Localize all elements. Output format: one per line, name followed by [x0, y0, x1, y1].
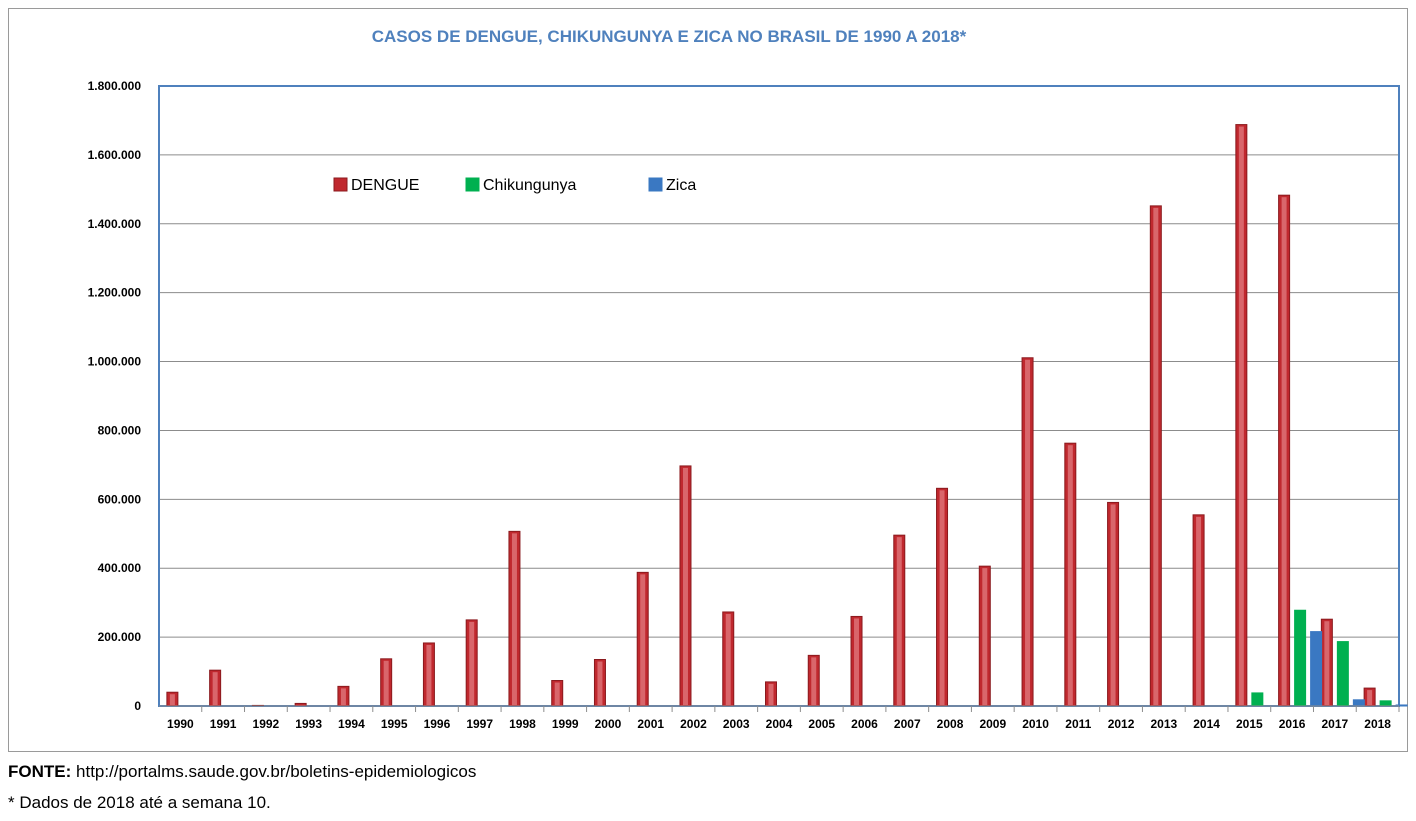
- x-tick-label: 2012: [1108, 717, 1135, 731]
- bar-highlight: [1238, 126, 1244, 706]
- bar-highlight: [1153, 207, 1159, 705]
- x-tick-label: 2014: [1193, 717, 1220, 731]
- x-tick-label: 1994: [338, 717, 365, 731]
- bar-highlight: [212, 672, 218, 705]
- bar-highlight: [383, 660, 389, 705]
- bar-highlight: [939, 490, 945, 705]
- x-tick-label: 2013: [1150, 717, 1177, 731]
- x-tick-label: 1998: [509, 717, 536, 731]
- legend-swatch-chikungunya: [465, 177, 480, 192]
- x-tick-label: 2000: [595, 717, 622, 731]
- x-tick-label: 2009: [979, 717, 1006, 731]
- x-tick-label: 1995: [381, 717, 408, 731]
- x-tick-label: 2015: [1236, 717, 1263, 731]
- legend-label-dengue: DENGUE: [351, 177, 419, 194]
- x-tick-label: 2003: [723, 717, 750, 731]
- x-tick-label: 1993: [295, 717, 322, 731]
- y-tick-label: 1.800.000: [88, 79, 142, 93]
- bar-zica: [1310, 631, 1323, 707]
- bar-highlight: [340, 688, 346, 705]
- x-tick-label: 2001: [637, 717, 664, 731]
- bar-highlight: [1281, 197, 1287, 705]
- bar-highlight: [811, 657, 817, 705]
- x-tick-label: 1996: [424, 717, 451, 731]
- x-tick-label: 2005: [808, 717, 835, 731]
- bar-chikungunya: [1294, 609, 1307, 707]
- legend-swatch-dengue: [333, 177, 348, 192]
- legend-label-zica: Zica: [666, 177, 696, 194]
- y-tick-label: 1.400.000: [88, 217, 142, 231]
- bar-highlight: [469, 621, 475, 705]
- x-tick-label: 2002: [680, 717, 707, 731]
- x-tick-label: 1997: [466, 717, 493, 731]
- bar-highlight: [768, 683, 774, 705]
- bar-highlight: [1025, 359, 1031, 705]
- source-url: http://portalms.saude.gov.br/boletins-ep…: [76, 762, 477, 781]
- bar-highlight: [1367, 690, 1373, 705]
- x-tick-label: 1992: [253, 717, 280, 731]
- bar-highlight: [169, 694, 175, 705]
- chart-svg: CASOS DE DENGUE, CHIKUNGUNYA E ZICA NO B…: [88, 27, 1408, 731]
- source-line: FONTE: http://portalms.saude.gov.br/bole…: [8, 762, 476, 782]
- bar-highlight: [854, 618, 860, 705]
- y-tick-label: 1.000.000: [88, 355, 142, 369]
- bar-highlight: [554, 682, 560, 705]
- bar-highlight: [725, 613, 731, 705]
- bar-chikungunya: [1251, 692, 1264, 707]
- bar-highlight: [896, 537, 902, 705]
- x-tick-label: 2017: [1322, 717, 1349, 731]
- bar-chikungunya: [1379, 700, 1392, 707]
- y-tick-label: 0: [134, 699, 141, 713]
- x-tick-label: 2018: [1364, 717, 1391, 731]
- bar-highlight: [1067, 445, 1073, 705]
- bar-highlight: [682, 467, 688, 705]
- bar-zica: [1395, 704, 1408, 707]
- chart-frame: CASOS DE DENGUE, CHIKUNGUNYA E ZICA NO B…: [8, 8, 1408, 752]
- chart-title: CASOS DE DENGUE, CHIKUNGUNYA E ZICA NO B…: [372, 27, 967, 46]
- x-tick-label: 2016: [1279, 717, 1306, 731]
- y-tick-label: 1.200.000: [88, 286, 142, 300]
- footnote: * Dados de 2018 até a semana 10.: [8, 793, 271, 812]
- x-tick-label: 2010: [1022, 717, 1049, 731]
- x-tick-label: 1990: [167, 717, 194, 731]
- bar-highlight: [426, 644, 432, 705]
- bar-highlight: [982, 568, 988, 705]
- x-tick-label: 2004: [766, 717, 793, 731]
- bar-highlight: [597, 661, 603, 705]
- x-tick-label: 1999: [552, 717, 579, 731]
- legend-swatch-zica: [648, 177, 663, 192]
- bar-highlight: [511, 533, 517, 705]
- source-label: FONTE:: [8, 762, 72, 781]
- bar-highlight: [1324, 621, 1330, 705]
- x-tick-label: 2007: [894, 717, 921, 731]
- legend-label-chikungunya: Chikungunya: [483, 177, 577, 194]
- y-tick-label: 400.000: [98, 561, 142, 575]
- y-tick-label: 200.000: [98, 630, 142, 644]
- y-tick-label: 600.000: [98, 492, 142, 506]
- bar-highlight: [1110, 504, 1116, 705]
- x-tick-label: 2006: [851, 717, 878, 731]
- bar-zica: [1352, 699, 1365, 707]
- bar-highlight: [1196, 516, 1202, 705]
- x-tick-label: 2008: [937, 717, 964, 731]
- bar-chikungunya: [1336, 641, 1349, 707]
- x-tick-label: 2011: [1065, 717, 1091, 731]
- bar-highlight: [640, 574, 646, 705]
- x-tick-label: 1991: [210, 717, 237, 731]
- y-tick-label: 1.600.000: [88, 148, 142, 162]
- y-tick-label: 800.000: [98, 423, 142, 437]
